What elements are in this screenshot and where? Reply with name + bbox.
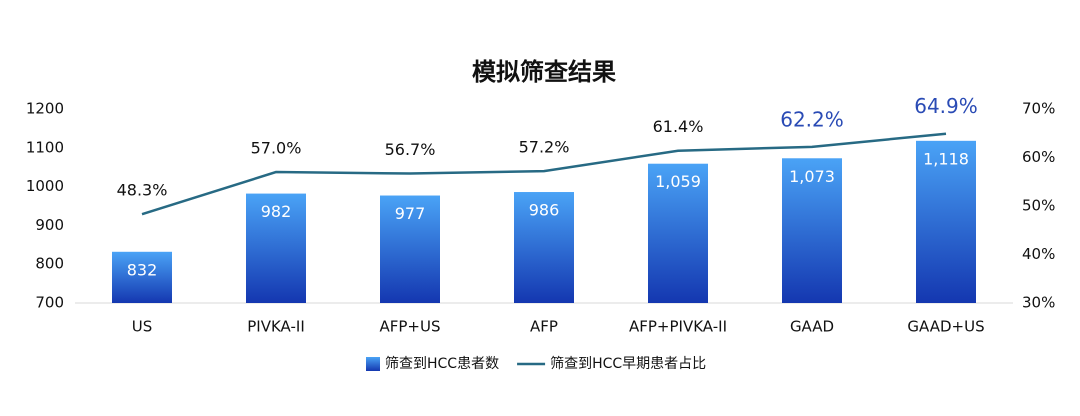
bar-label: 1,118	[923, 149, 969, 168]
y2-tick-label: 60%	[1022, 148, 1055, 166]
line-label: 57.2%	[519, 138, 570, 157]
line-label: 57.0%	[251, 139, 302, 158]
bar-label: 1,059	[655, 172, 701, 191]
x-tick-label: GAAD	[790, 318, 834, 336]
y2-tick-label: 50%	[1022, 197, 1055, 215]
line-label: 48.3%	[117, 181, 168, 200]
y2-tick-label: 30%	[1022, 294, 1055, 312]
bar	[380, 195, 440, 303]
y-tick-label: 900	[35, 216, 64, 234]
x-tick-label: US	[132, 318, 153, 336]
y2-tick-label: 70%	[1022, 100, 1055, 118]
x-tick-label: PIVKA-II	[247, 318, 305, 336]
line-label: 64.9%	[914, 94, 978, 118]
bar-label: 982	[261, 202, 292, 221]
bar-label: 832	[127, 260, 158, 279]
bar	[246, 193, 306, 303]
y-tick-label: 700	[35, 294, 64, 312]
bar	[514, 192, 574, 303]
bar-label: 986	[529, 201, 560, 220]
bar-label: 1,073	[789, 167, 835, 186]
y-tick-label: 1100	[26, 138, 64, 156]
bar	[112, 251, 172, 303]
line-label: 61.4%	[653, 117, 704, 136]
bar	[648, 163, 708, 303]
bar	[916, 140, 976, 303]
bar-label: 977	[395, 204, 426, 223]
chart-title: 模拟筛查结果	[472, 58, 616, 86]
line	[141, 132, 947, 216]
legend-label: 筛查到HCC患者数	[385, 356, 499, 372]
y2-tick-label: 40%	[1022, 245, 1055, 263]
line-label: 62.2%	[780, 107, 844, 131]
y-tick-label: 800	[35, 255, 64, 273]
legend-swatch	[366, 357, 380, 371]
line-label: 56.7%	[385, 140, 436, 159]
x-tick-label: AFP+PIVKA-II	[629, 318, 727, 336]
y-tick-label: 1200	[26, 100, 64, 118]
legend-label: 筛查到HCC早期患者占比	[550, 356, 706, 372]
x-tick-label: AFP	[530, 318, 558, 336]
y-tick-label: 1000	[26, 177, 64, 195]
bar	[782, 158, 842, 303]
x-tick-label: GAAD+US	[907, 318, 984, 336]
x-tick-label: AFP+US	[379, 318, 440, 336]
